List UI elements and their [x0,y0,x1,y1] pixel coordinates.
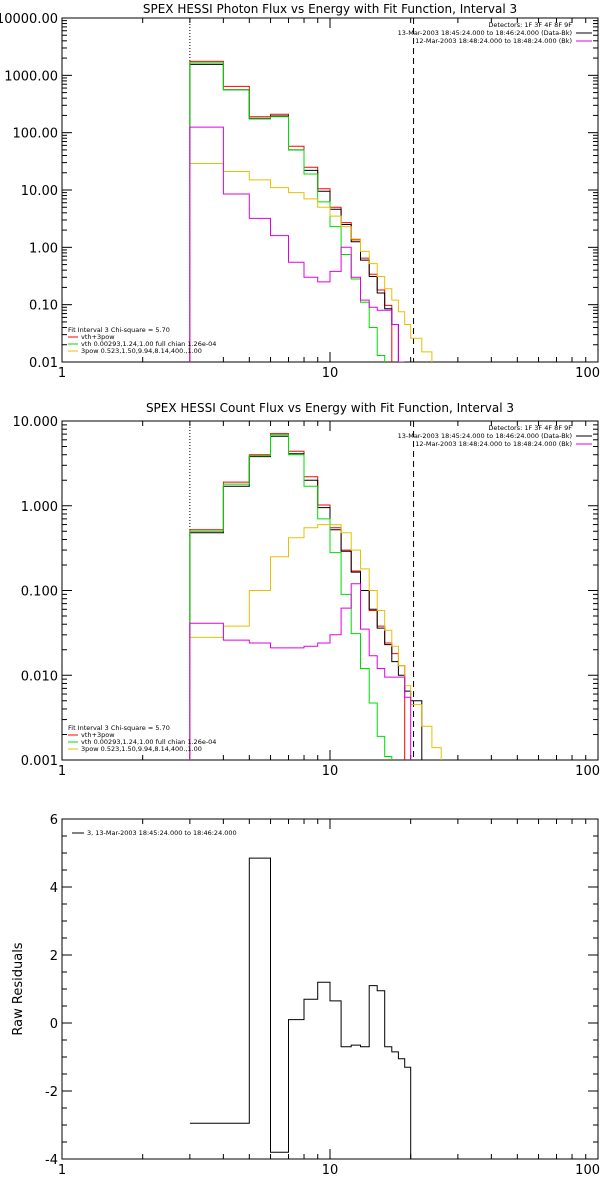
y-tick-label: 1.000 [21,500,58,515]
legend-top-item: Detectors: 1F 3F 4F 8F 9F [488,21,572,29]
legend-bottom-item: vth+3pow [81,731,115,739]
series-line-3pow [189,524,442,760]
y-tick-label: 0.10 [29,299,58,314]
legend-top-item: Detectors: 1F 3F 4F 8F 9F [488,424,572,432]
y-tick-label: 100.00 [13,127,59,142]
series-line-bk [189,583,412,760]
legend-top-item: 13-Mar-2003 18:45:24.000 to 18:46:24.000… [398,29,572,37]
y-tick-label: 0 [50,1017,58,1032]
chart-panel-1: SPEX HESSI Photon Flux vs Energy with Fi… [0,2,600,381]
series-line-data-bk [189,435,423,760]
x-tick-label: 10 [322,764,339,779]
legend-bottom-item: 3pow 0.523,1.50,9.94,8.14,400.,1.00 [81,745,202,753]
series-line-3-13-mar-2003-18-45-24-000-to-18-46-24-000 [189,857,412,1159]
legend-top-item: 12-Mar-2003 18:48:24.000 to 18:48:24.000… [415,37,572,45]
legend-bottom-item: vth+3pow [81,333,115,341]
series-line-vth-3pow [189,433,406,760]
y-tick-label: 0.001 [21,754,58,769]
x-tick-label: 10 [322,1163,339,1178]
y-tick-label: 2 [50,949,58,964]
plot-frame [61,420,599,761]
legend-top-item: 12-Mar-2003 18:48:24.000 to 18:48:24.000… [415,440,572,448]
y-tick-label: 10.00 [21,184,58,199]
y-tick-label: 6 [50,813,58,828]
x-tick-label: 100 [575,1163,600,1178]
series-line-bk [189,126,405,362]
legend-bottom-item: Fit Interval 3 Chi-square = 5.70 [68,326,170,334]
x-tick-label: 1 [58,1163,66,1178]
y-tick-label: 0.010 [21,669,58,684]
legend-bottom-item: Fit Interval 3 Chi-square = 5.70 [68,724,170,732]
y-tick-label: -2 [45,1085,58,1100]
series-line-vth-3pow [189,60,393,362]
y-tick-label: 1.00 [29,241,58,256]
x-tick-label: 1 [58,764,66,779]
x-tick-label: 100 [575,366,600,381]
y-tick-label: 10000.00 [0,12,58,27]
series-line-data-bk [189,63,399,362]
series-line-3pow [189,163,433,362]
y-tick-label: 4 [50,881,58,896]
chart-title: SPEX HESSI Count Flux vs Energy with Fit… [146,401,514,415]
chart-panel-2: SPEX HESSI Count Flux vs Energy with Fit… [13,401,600,779]
y-tick-label: 0.01 [29,356,58,371]
chart-title: SPEX HESSI Photon Flux vs Energy with Fi… [143,2,517,16]
x-tick-label: 10 [322,366,339,381]
y-tick-label: 0.100 [21,585,58,600]
legend-bottom-item: vth 0.00293,1.24,1.00 full chian 1.26e-0… [81,738,216,746]
legend-bottom-item: 3pow 0.523,1.50,9.94,8.14,400.,1.00 [81,347,202,355]
series-line-vth [189,434,393,760]
legend-top-item: 13-Mar-2003 18:45:24.000 to 18:46:24.000… [398,432,572,440]
y-axis-label: Raw Residuals [11,942,26,1035]
legend-item: 3, 13-Mar-2003 18:45:24.000 to 18:46:24.… [87,829,237,837]
y-tick-label: -4 [45,1153,58,1168]
legend-bottom-item: vth 0.00293,1.24,1.00 full chian 1.26e-0… [81,340,216,348]
y-tick-label: 1000.00 [4,69,58,84]
chart-panel-3: 1 10 100 6 4 2 0 -2 -4 Raw Residuals 3, 13-Mar-200… [11,813,600,1178]
x-tick-label: 1 [58,366,66,381]
series-line-vth [189,62,386,362]
y-tick-label: 10.000 [13,415,59,430]
x-tick-label: 100 [575,764,600,779]
